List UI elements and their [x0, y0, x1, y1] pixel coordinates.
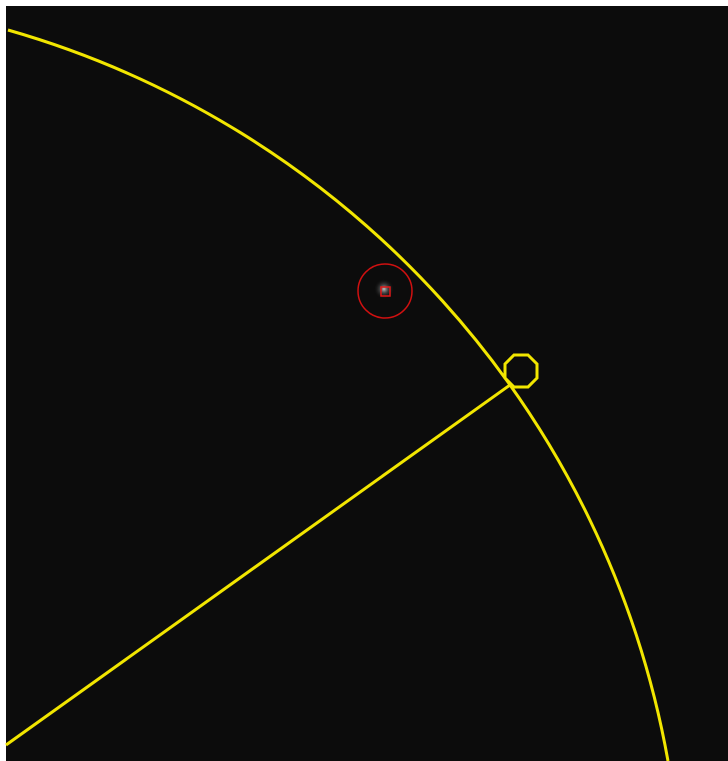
viewport	[0, 0, 728, 761]
sky-background	[6, 6, 728, 761]
